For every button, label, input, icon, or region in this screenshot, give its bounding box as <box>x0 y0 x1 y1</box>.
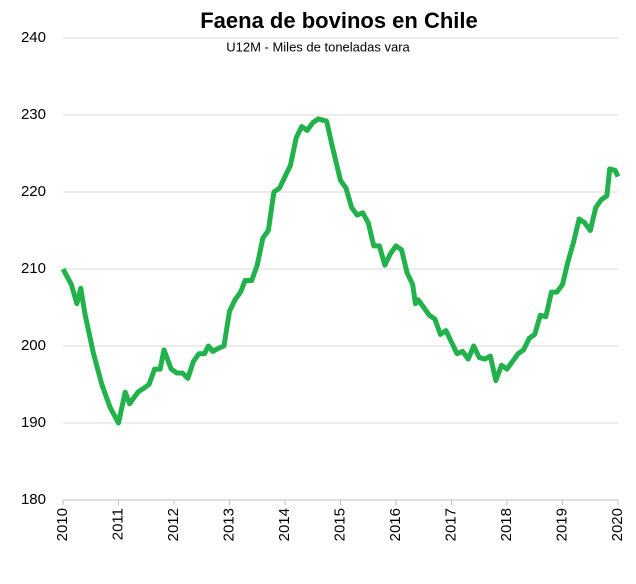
y-tick-label: 180 <box>21 491 46 508</box>
x-tick-label: 2020 <box>609 508 626 541</box>
chart-title: Faena de bovinos en Chile <box>200 8 478 33</box>
line-series <box>60 116 621 426</box>
y-tick-label: 190 <box>21 414 46 431</box>
x-tick-label: 2017 <box>442 508 459 541</box>
x-tick-label: 2018 <box>498 508 515 541</box>
x-tick-label: 2013 <box>220 508 237 541</box>
x-tick-label: 2011 <box>109 508 126 540</box>
y-tick-label: 200 <box>21 337 46 354</box>
y-tick-label: 210 <box>21 260 46 277</box>
chart-subtitle: U12M - Miles de toneladas vara <box>226 39 410 54</box>
x-tick-label: 2016 <box>387 508 404 541</box>
x-tick-label: 2015 <box>331 508 348 541</box>
y-tick-label: 220 <box>21 183 46 200</box>
y-tick-label: 240 <box>21 29 46 46</box>
x-tick-label: 2014 <box>276 508 293 541</box>
x-tick-label: 2010 <box>54 508 71 541</box>
x-tick-label: 2012 <box>165 508 182 541</box>
y-tick-label: 230 <box>21 106 46 123</box>
x-tick-label: 2019 <box>553 508 570 541</box>
